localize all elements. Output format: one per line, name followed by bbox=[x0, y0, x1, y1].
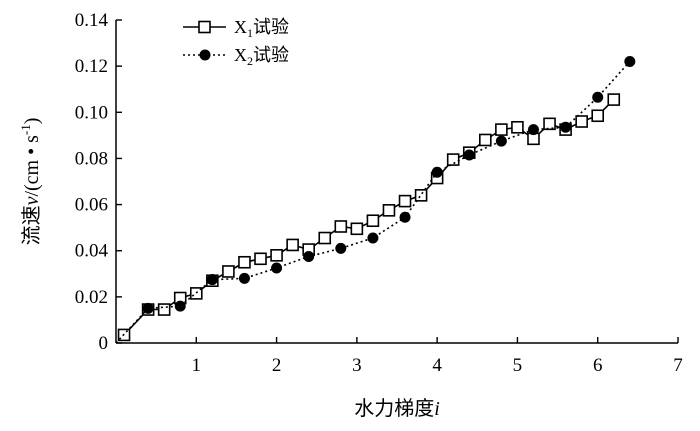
data-point-x1 bbox=[479, 133, 492, 147]
data-point-x1 bbox=[318, 231, 332, 245]
data-point-x2 bbox=[271, 262, 283, 274]
ticks: 0 0.02 0.04 0.06 0.08 0.10 0.12 0.14 1 2 3 4 5 6 7 bbox=[75, 10, 683, 376]
data-point-x1 bbox=[382, 204, 396, 217]
data-point-x2 bbox=[495, 135, 507, 147]
series-line-2 bbox=[115, 60, 631, 344]
legend-marker-x2 bbox=[199, 49, 211, 61]
data-point-x2 bbox=[142, 302, 154, 314]
legend-marker-x1 bbox=[198, 20, 211, 34]
data-point-x2 bbox=[174, 300, 186, 312]
data-point-x1 bbox=[591, 109, 605, 123]
legend-item-x1: X1试验 bbox=[183, 17, 289, 40]
y-tick-label: 0.14 bbox=[75, 10, 109, 31]
data-point-x1 bbox=[446, 153, 460, 166]
data-point-x2 bbox=[463, 149, 475, 161]
data-point-x2 bbox=[560, 121, 572, 133]
y-tick-label: 0.12 bbox=[75, 56, 108, 77]
data-point-x1 bbox=[222, 265, 235, 278]
data-point-x1 bbox=[398, 194, 412, 208]
data-point-x2 bbox=[367, 232, 379, 244]
data-point-x2 bbox=[527, 124, 539, 136]
y-tick-label: 0 bbox=[99, 333, 109, 354]
x-tick-label: 7 bbox=[673, 355, 683, 376]
data-point-x1 bbox=[414, 189, 428, 202]
y-tick-label: 0.02 bbox=[75, 287, 108, 308]
legend: X1试验 X2试验 bbox=[183, 17, 289, 68]
data-point-x2 bbox=[624, 56, 636, 68]
data-point-x1 bbox=[350, 222, 364, 236]
legend-item-x2: X2试验 bbox=[183, 45, 289, 68]
x-tick-label: 1 bbox=[192, 355, 202, 376]
x-tick-label: 2 bbox=[272, 355, 282, 376]
series-1 bbox=[117, 93, 621, 342]
data-point-x1 bbox=[270, 249, 283, 262]
data-point-x1 bbox=[334, 220, 348, 233]
data-point-x1 bbox=[286, 238, 299, 252]
data-point-x1 bbox=[189, 287, 203, 300]
y-tick-label: 0.08 bbox=[75, 148, 108, 169]
data-point-x1 bbox=[238, 255, 251, 269]
data-point-x1 bbox=[607, 93, 621, 106]
data-point-x1 bbox=[157, 303, 171, 316]
series-layer bbox=[115, 56, 636, 344]
data-point-x1 bbox=[543, 117, 556, 131]
x-tick-label: 3 bbox=[352, 355, 362, 376]
data-point-x1 bbox=[495, 123, 508, 136]
data-point-x2 bbox=[592, 91, 604, 103]
axes bbox=[115, 20, 678, 344]
series-2 bbox=[115, 56, 636, 344]
legend-label-x2: X2试验 bbox=[234, 45, 289, 68]
y-tick-label: 0.06 bbox=[75, 195, 108, 216]
data-point-x2 bbox=[206, 274, 218, 286]
data-point-x2 bbox=[431, 166, 443, 178]
data-point-x2 bbox=[399, 211, 411, 223]
x-tick-label: 6 bbox=[593, 355, 603, 376]
legend-label-x1: X1试验 bbox=[234, 17, 289, 40]
data-point-x2 bbox=[238, 272, 250, 284]
data-point-x1 bbox=[575, 115, 588, 128]
y-axis-title: 流速v/(cm • s-1) bbox=[18, 118, 43, 246]
y-tick-label: 0.04 bbox=[75, 241, 109, 262]
data-point-x1 bbox=[511, 120, 524, 134]
data-point-x1 bbox=[366, 214, 380, 228]
x-tick-label: 4 bbox=[432, 355, 442, 376]
data-point-x1 bbox=[254, 252, 267, 266]
data-point-x2 bbox=[303, 250, 315, 262]
x-axis-title: 水力梯度i bbox=[354, 397, 440, 420]
data-point-x2 bbox=[335, 242, 347, 254]
y-tick-label: 0.10 bbox=[75, 102, 108, 123]
x-tick-label: 5 bbox=[513, 355, 523, 376]
